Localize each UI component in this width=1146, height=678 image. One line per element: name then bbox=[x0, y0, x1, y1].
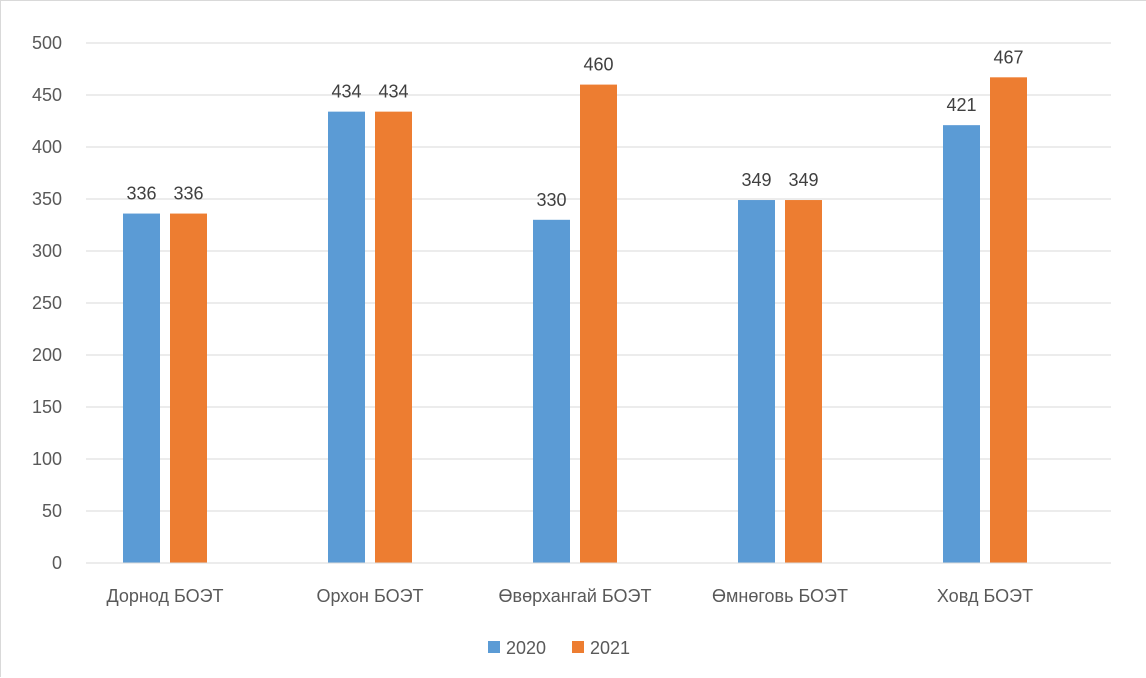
category-label: Ховд БОЭТ bbox=[937, 586, 1033, 606]
bar-2020-3[interactable] bbox=[738, 200, 775, 564]
y-tick-label: 50 bbox=[42, 501, 62, 521]
data-labels: 336 336 434 434 330 460 349 349 421 467 bbox=[126, 47, 1023, 209]
bar-2021-3[interactable] bbox=[785, 200, 822, 564]
data-label-2021-0: 336 bbox=[173, 184, 203, 204]
data-label-2020-0: 336 bbox=[126, 184, 156, 204]
data-label-2020-2: 330 bbox=[536, 190, 566, 210]
y-tick-label: 500 bbox=[32, 33, 62, 53]
data-label-2021-4: 467 bbox=[993, 47, 1023, 67]
y-tick-label: 200 bbox=[32, 345, 62, 365]
legend-swatch bbox=[572, 641, 584, 653]
y-tick-label: 450 bbox=[32, 85, 62, 105]
y-tick-label: 150 bbox=[32, 397, 62, 417]
bar-2020-4[interactable] bbox=[943, 125, 980, 563]
y-tick-label: 100 bbox=[32, 449, 62, 469]
data-label-2021-1: 434 bbox=[378, 82, 408, 102]
category-label: Дорнод БОЭТ bbox=[106, 586, 223, 606]
bar-2020-1[interactable] bbox=[328, 111, 365, 563]
data-label-2020-3: 349 bbox=[741, 170, 771, 190]
bar-2020-2[interactable] bbox=[533, 219, 570, 564]
category-label: Орхон БОЭТ bbox=[316, 586, 423, 606]
data-label-2021-3: 349 bbox=[788, 170, 818, 190]
y-tick-label: 0 bbox=[52, 553, 62, 573]
legend-label: 2020 bbox=[506, 638, 546, 658]
y-tick-label: 350 bbox=[32, 189, 62, 209]
bar-2021-0[interactable] bbox=[170, 213, 207, 563]
legend-item-2020[interactable]: 2020 bbox=[488, 638, 546, 658]
bar-2021-1[interactable] bbox=[375, 111, 412, 563]
bars bbox=[123, 77, 1027, 564]
y-tick-label: 250 bbox=[32, 293, 62, 313]
x-axis-category-labels: Дорнод БОЭТ Орхон БОЭТ Өвөрхангай БОЭТ Өмнө… bbox=[106, 586, 1033, 606]
bar-2021-4[interactable] bbox=[990, 77, 1027, 563]
data-label-2021-2: 460 bbox=[583, 55, 613, 75]
bar-2021-2[interactable] bbox=[580, 84, 617, 563]
legend[interactable]: 2020 2021 bbox=[488, 638, 630, 658]
category-label: Өмнөговь БОЭТ bbox=[712, 586, 848, 606]
data-label-2020-4: 421 bbox=[946, 95, 976, 115]
y-tick-label: 300 bbox=[32, 241, 62, 261]
legend-item-2021[interactable]: 2021 bbox=[572, 638, 630, 658]
data-label-2020-1: 434 bbox=[331, 82, 361, 102]
legend-label: 2021 bbox=[590, 638, 630, 658]
y-tick-label: 400 bbox=[32, 137, 62, 157]
bar-2020-0[interactable] bbox=[123, 213, 160, 563]
legend-swatch bbox=[488, 641, 500, 653]
y-axis-tick-labels: 0 50 100 150 200 250 300 350 400 450 500 bbox=[32, 33, 62, 573]
category-label: Өвөрхангай БОЭТ bbox=[499, 586, 652, 606]
